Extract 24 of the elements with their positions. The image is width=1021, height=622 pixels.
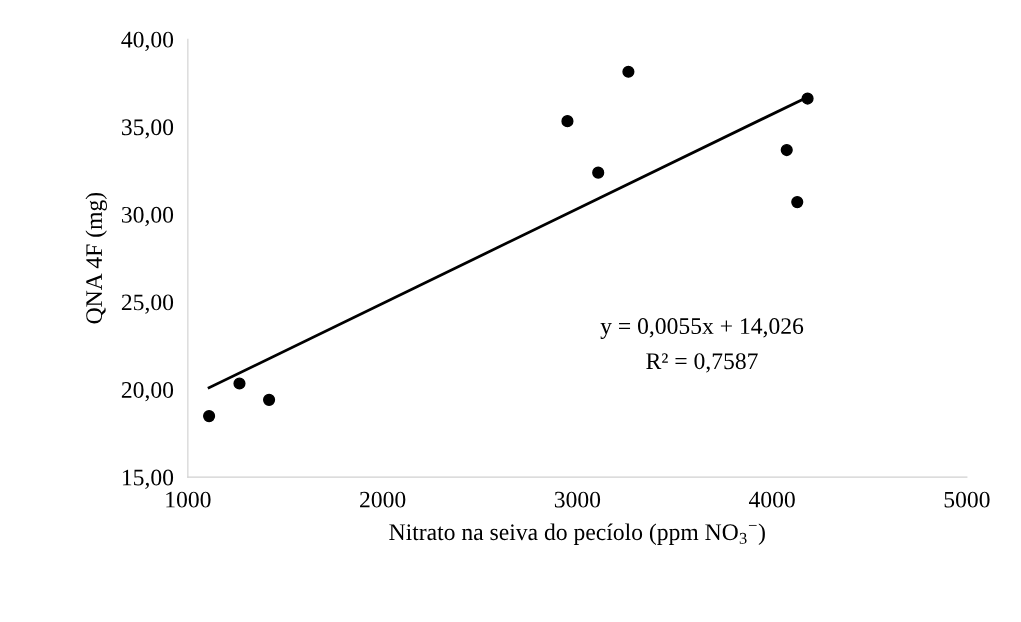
x-tick-label: 3000 — [554, 491, 601, 508]
point — [561, 115, 574, 128]
x-tick-label: 4000 — [748, 491, 795, 508]
point — [203, 410, 216, 423]
y-tick-label: 35,00 — [121, 119, 174, 139]
point — [263, 393, 276, 406]
x-tick-label: 1000 — [166, 491, 211, 508]
y-tick-label: 20,00 — [121, 381, 174, 402]
point — [592, 166, 605, 179]
point — [791, 196, 804, 209]
x-tick-label: 2000 — [360, 491, 406, 508]
y-tick-label: 15,00 — [122, 469, 174, 489]
y-tick-label: 40,00 — [121, 31, 174, 52]
y-axis-title: QNA 4F (mg) — [85, 192, 107, 324]
annotation: y = 0,0055x + 14,026 — [600, 318, 804, 339]
point — [233, 377, 246, 390]
x-axis-title: Nitrato na seiva do pecíolo (ppm NO$_{3}$$^{−}$) — [389, 523, 765, 545]
y-tick-label: 25,00 — [121, 294, 174, 314]
point — [780, 143, 793, 157]
point — [622, 65, 635, 78]
annotation: R² = 0,7587 — [646, 353, 758, 373]
x-tick-label: 5000 — [944, 491, 990, 508]
y-tick-label: 30,00 — [121, 206, 174, 227]
point — [801, 92, 814, 105]
